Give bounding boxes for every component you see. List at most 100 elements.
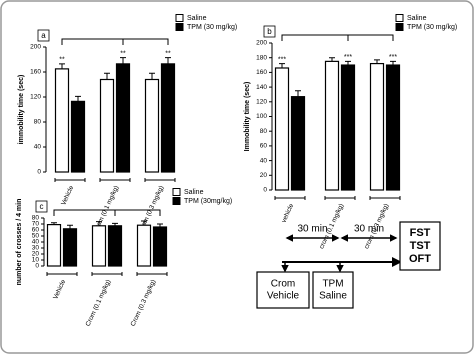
legend-swatch xyxy=(395,23,404,31)
legend-label: Saline xyxy=(407,15,427,22)
error-bar xyxy=(279,63,285,68)
significance-label: ** xyxy=(59,57,65,64)
legend-label: TPM (30mg/kg) xyxy=(184,198,232,205)
step-label: TPM xyxy=(322,279,343,290)
step-label: Vehicle xyxy=(267,291,300,302)
bar xyxy=(290,96,306,191)
error-bar xyxy=(59,63,65,69)
error-bar xyxy=(51,222,57,225)
significance-label: *** xyxy=(389,54,397,61)
y-tick-label: 30 xyxy=(32,245,40,252)
y-tick-label: 0 xyxy=(35,263,39,270)
y-tick-label: 140 xyxy=(256,84,267,91)
step-label: OFT xyxy=(409,253,431,265)
step-box xyxy=(399,221,441,271)
y-tick-label: 180 xyxy=(256,54,267,61)
comparison-bracket xyxy=(53,209,161,216)
bar xyxy=(46,224,62,267)
bar xyxy=(385,64,401,191)
error-bar xyxy=(390,60,396,66)
y-tick-label: 20 xyxy=(260,172,268,179)
bar xyxy=(107,225,123,267)
bar xyxy=(91,225,107,267)
panel-label-box xyxy=(37,29,50,42)
legend-label: TPM (30 mg/kg) xyxy=(187,24,237,31)
step-box xyxy=(256,271,310,309)
y-tick-label: 120 xyxy=(30,94,41,101)
bar xyxy=(324,60,340,191)
y-tick-label: 40 xyxy=(34,144,42,151)
group-bracket xyxy=(99,178,131,182)
y-tick-label: 80 xyxy=(32,215,40,222)
group-bracket xyxy=(136,272,168,276)
error-bar xyxy=(96,221,102,226)
bar xyxy=(369,62,385,191)
error-bar xyxy=(75,95,81,102)
bar xyxy=(115,63,131,173)
group-bracket xyxy=(91,272,123,276)
y-tick-label: 160 xyxy=(30,69,41,76)
comparison-bracket xyxy=(281,34,394,41)
y-tick-label: 160 xyxy=(256,69,267,76)
panel-label-box xyxy=(35,200,48,213)
error-bar xyxy=(157,223,163,227)
comparison-bracket xyxy=(61,38,169,45)
y-tick-label: 120 xyxy=(256,99,267,106)
step-label: Crom xyxy=(271,279,295,290)
y-axis-label: Immobility time (sec) xyxy=(244,82,251,152)
bar xyxy=(62,228,78,267)
y-tick-label: 40 xyxy=(260,157,268,164)
panel-label-box xyxy=(263,25,276,38)
error-bar xyxy=(67,224,73,229)
bar xyxy=(70,100,86,173)
group-bracket xyxy=(54,178,86,182)
y-tick-label: 40 xyxy=(32,239,40,246)
y-tick-label: 100 xyxy=(256,113,267,120)
error-bar xyxy=(120,57,126,64)
y-tick-label: 70 xyxy=(32,221,40,228)
interval-label: 30 min xyxy=(354,224,384,235)
interval-label: 30 min xyxy=(297,224,327,235)
y-tick-label: 200 xyxy=(256,40,267,47)
step-label: FST xyxy=(410,227,431,239)
legend-swatch xyxy=(172,188,181,196)
bar xyxy=(144,78,160,173)
y-tick-label: 200 xyxy=(30,44,41,51)
panel-label: a xyxy=(41,31,46,40)
group-bracket xyxy=(46,272,78,276)
step-box xyxy=(312,271,354,309)
legend-swatch xyxy=(172,197,181,205)
error-bar xyxy=(104,72,110,80)
error-bar xyxy=(295,90,301,97)
error-bar xyxy=(112,222,118,226)
group-bracket xyxy=(274,196,306,200)
step-label: TST xyxy=(410,240,431,252)
legend-swatch xyxy=(395,14,404,22)
group-bracket xyxy=(369,196,401,200)
step-label: Saline xyxy=(319,291,347,302)
y-tick-label: 80 xyxy=(34,119,42,126)
panel-label: c xyxy=(40,202,44,211)
error-bar xyxy=(345,60,351,66)
error-bar xyxy=(141,220,147,226)
y-tick-label: 60 xyxy=(32,227,40,234)
bar xyxy=(54,68,70,173)
error-bar xyxy=(165,57,171,64)
y-tick-label: 10 xyxy=(32,257,40,264)
legend-label: TPM (30 mg/kg) xyxy=(407,24,457,31)
y-tick-label: 60 xyxy=(260,143,268,150)
significance-label: *** xyxy=(278,56,286,63)
error-bar xyxy=(329,57,335,62)
legend-label: Saline xyxy=(184,189,204,196)
y-tick-label: 20 xyxy=(32,251,40,258)
group-bracket xyxy=(324,196,356,200)
legend-swatch xyxy=(175,14,184,22)
y-tick-label: 50 xyxy=(32,233,40,240)
legend-swatch xyxy=(175,23,184,31)
bar xyxy=(160,63,176,173)
y-tick-label: 0 xyxy=(37,169,41,176)
error-bar xyxy=(149,72,155,80)
legend-label: Saline xyxy=(187,15,207,22)
